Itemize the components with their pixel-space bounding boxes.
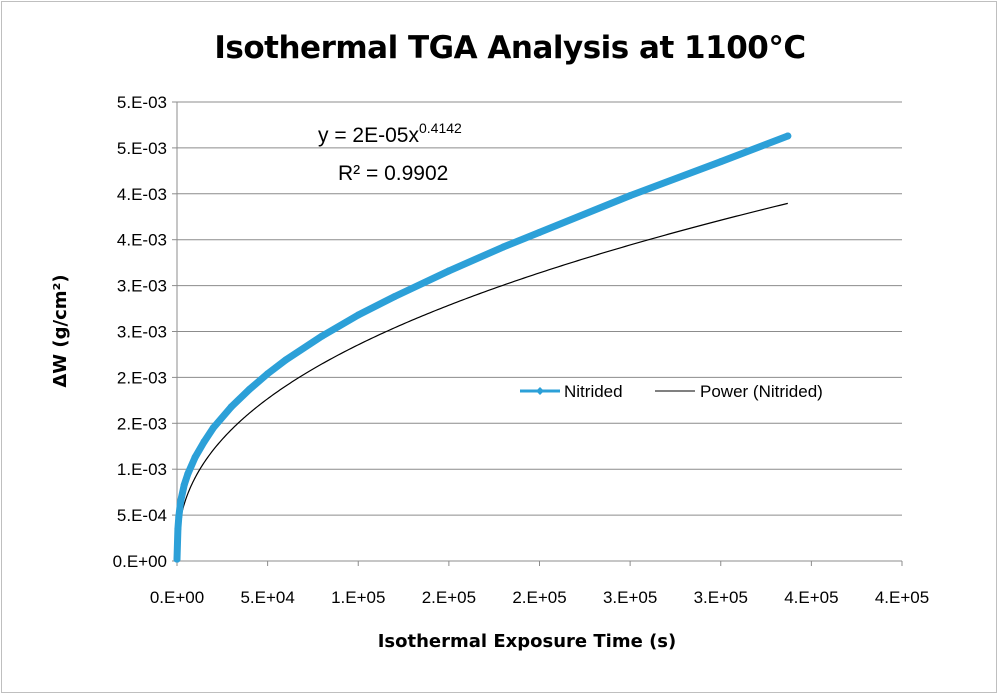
- gridlines: [177, 101, 902, 516]
- x-tick-label: 5.E+04: [240, 588, 294, 607]
- series-layer: [173, 132, 792, 563]
- equation-base: y = 2E-05x: [318, 124, 419, 147]
- data-point-nitrided: [318, 332, 326, 340]
- data-point-nitrided: [246, 385, 253, 393]
- x-tick-label: 0.E+00: [150, 588, 204, 607]
- x-tick-label: 3.E+05: [603, 588, 657, 607]
- x-tick-labels: 0.E+00 5.E+04 1.E+05 2.E+05 2.E+05 3.E+05 3.E+…: [150, 588, 929, 607]
- y-tick-label: 4.E-03: [117, 231, 167, 250]
- data-point-nitrided: [180, 481, 188, 489]
- data-point-nitrided: [174, 525, 182, 533]
- trendline-equation: y = 2E-05x0.4142: [318, 120, 462, 147]
- data-point-nitrided: [200, 438, 208, 446]
- legend-diamond-icon: [536, 387, 544, 395]
- data-point-nitrided: [209, 424, 217, 432]
- data-point-nitrided: [626, 192, 634, 200]
- chart-title: Isothermal TGA Analysis at 1100°C: [214, 30, 805, 66]
- data-point-nitrided: [264, 370, 272, 378]
- x-tick-label: 4.E+05: [784, 588, 838, 607]
- data-point-nitrided: [191, 453, 199, 461]
- axes: [172, 101, 903, 566]
- legend-label-nitrided: Nitrided: [564, 382, 623, 401]
- x-tick-label: 2.E+05: [422, 588, 476, 607]
- data-point-nitrided: [175, 513, 183, 521]
- y-tick-label: 5.E-04: [117, 506, 167, 525]
- data-point-nitrided: [354, 311, 362, 319]
- data-point-nitrided: [184, 470, 192, 478]
- power-trendline: [176, 202, 788, 545]
- y-tick-label: 1.E-03: [117, 460, 167, 479]
- x-tick-label: 4.E+05: [875, 588, 929, 607]
- data-point-nitrided: [784, 132, 792, 140]
- y-tick-label: 2.E-03: [117, 368, 167, 387]
- y-tick-label: 3.E-03: [117, 323, 167, 342]
- series-nitrided-line: [173, 132, 792, 563]
- data-point-nitrided: [177, 497, 185, 505]
- y-tick-label: 5.E-03: [117, 139, 167, 158]
- y-tick-label: 0.E+00: [113, 552, 167, 571]
- x-axis-label: Isothermal Exposure Time (s): [378, 631, 677, 652]
- x-tick-label: 3.E+05: [694, 588, 748, 607]
- y-tick-label: 3.E-03: [117, 277, 167, 296]
- x-tick-label: 1.E+05: [331, 588, 385, 607]
- y-tick-labels: 0.E+00 5.E-04 1.E-03 2.E-03 2.E-03 3.E-03 3.E-…: [113, 93, 167, 571]
- data-point-nitrided: [536, 228, 543, 236]
- data-point-nitrided: [173, 555, 181, 563]
- x-tick-label: 2.E+05: [512, 588, 566, 607]
- data-point-nitrided: [227, 403, 235, 411]
- y-tick-label: 5.E-03: [117, 93, 167, 112]
- equation-exponent: 0.4142: [419, 120, 462, 136]
- r-squared-label: R² = 0.9902: [338, 162, 448, 185]
- legend-label-power: Power (Nitrided): [700, 382, 823, 401]
- data-point-nitrided: [391, 293, 398, 301]
- y-tick-label: 4.E-03: [117, 185, 167, 204]
- y-axis-label: ΔW (g/cm²): [50, 274, 71, 387]
- legend: Nitrided Power (Nitrided): [520, 382, 823, 401]
- data-point-nitrided: [282, 356, 290, 364]
- y-tick-label: 2.E-03: [117, 414, 167, 433]
- data-point-nitrided: [499, 243, 507, 251]
- data-point-nitrided: [717, 158, 725, 166]
- data-point-nitrided: [445, 267, 453, 275]
